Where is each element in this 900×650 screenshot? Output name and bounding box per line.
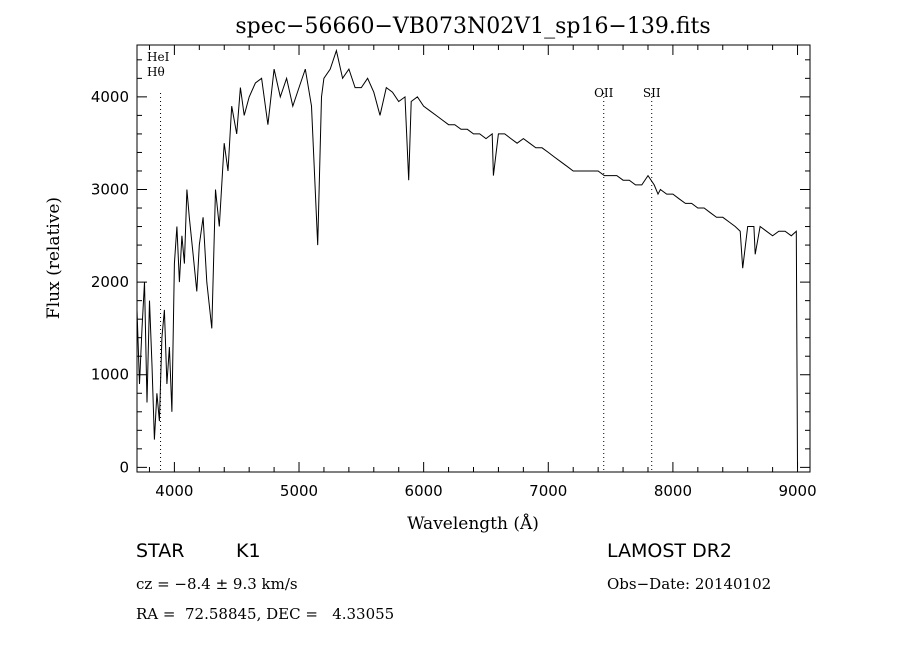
- chart-title: spec−56660−VB073N02V1_sp16−139.fits: [235, 14, 710, 39]
- spectral-line-label: OII: [594, 86, 614, 100]
- spectral-line-label: Hθ: [147, 65, 165, 79]
- y-tick-label: 3000: [91, 180, 129, 198]
- y-tick-label: 0: [119, 458, 129, 476]
- velocity-text: cz = −8.4 ± 9.3 km/s: [136, 575, 298, 593]
- spectrum-line: [136, 48, 798, 468]
- y-axis-label: Flux (relative): [44, 197, 64, 319]
- x-tick-label: 7000: [529, 482, 567, 500]
- x-axis-label: Wavelength (Å): [407, 513, 539, 534]
- x-tick-label: 5000: [280, 482, 318, 500]
- y-tick-label: 4000: [91, 88, 129, 106]
- x-tick-label: 8000: [654, 482, 692, 500]
- x-tick-label: 6000: [405, 482, 443, 500]
- obs-date-text: Obs−Date: 20140102: [607, 575, 772, 593]
- spectral-line-label: SII: [643, 86, 661, 100]
- object-subclass-label: K1: [236, 540, 261, 562]
- y-tick-label: 1000: [91, 366, 129, 384]
- spectral-line-label: HeI: [147, 50, 170, 64]
- y-tick-label: 2000: [91, 273, 129, 291]
- x-tick-label: 4000: [155, 482, 193, 500]
- survey-label: LAMOST DR2: [607, 540, 732, 562]
- plot-frame: [136, 44, 811, 473]
- coordinates-text: RA = 72.58845, DEC = 4.33055: [136, 605, 395, 623]
- x-tick-label: 9000: [778, 482, 816, 500]
- plot-area: 4000 5000 6000 7000 8000 9000 0 1000 2000 3000 400…: [91, 44, 817, 500]
- object-class-label: STAR: [136, 540, 185, 562]
